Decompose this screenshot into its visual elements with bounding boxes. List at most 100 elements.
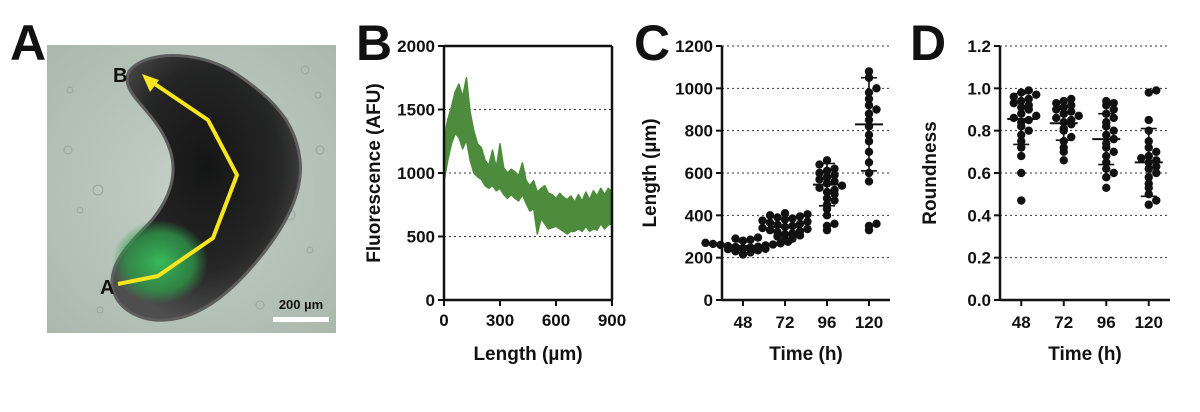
data-point — [1144, 200, 1153, 209]
data-point — [1059, 137, 1068, 146]
data-point — [795, 212, 805, 221]
measurement-path — [117, 76, 239, 286]
data-point — [1009, 113, 1018, 123]
y-tick-label: 1500 — [397, 101, 435, 120]
data-point — [795, 219, 805, 228]
y-tick-label: 200 — [685, 249, 713, 268]
data-point — [773, 213, 782, 222]
panel-letter-c: C — [634, 15, 670, 71]
x-tick-label: 96 — [1097, 313, 1116, 332]
data-point — [1102, 96, 1111, 106]
y-tick-label: 0.4 — [967, 206, 991, 225]
data-point — [1024, 115, 1033, 125]
data-point — [1017, 151, 1026, 161]
data-point — [1152, 86, 1161, 95]
data-point — [830, 196, 839, 205]
data-point — [731, 234, 740, 243]
data-point — [1059, 143, 1068, 152]
data-point — [815, 160, 824, 169]
data-point — [1067, 94, 1076, 104]
data-point — [872, 84, 881, 93]
x-tick-label: 48 — [734, 313, 753, 332]
fluorescent-region — [112, 220, 208, 304]
data-point — [780, 209, 790, 218]
data-point — [753, 233, 763, 242]
data-point — [803, 224, 812, 234]
y-tick-label: 0.6 — [967, 164, 991, 183]
scale-bar-label: 200 µm — [279, 297, 323, 312]
data-point — [803, 210, 812, 219]
x-tick-label: 120 — [1135, 313, 1163, 332]
data-point — [765, 218, 775, 227]
data-point — [1067, 132, 1076, 142]
x-tick-label: 120 — [855, 313, 883, 332]
data-point — [773, 228, 782, 237]
data-point — [864, 221, 874, 231]
data-point — [872, 105, 881, 114]
data-point — [1102, 183, 1111, 193]
data-point — [1024, 86, 1033, 95]
data-point — [1024, 101, 1033, 110]
data-point — [1152, 162, 1161, 171]
panel-letter-b: B — [356, 15, 392, 71]
x-tick-label: 48 — [1012, 313, 1031, 332]
y-tick-label: 1000 — [397, 164, 435, 183]
panel-c: C 0 200 400 600 800 1000 1200 48 72 96 120 Time (h)… — [634, 15, 890, 365]
data-point — [1009, 92, 1018, 102]
y-axis-title: Length (µm) — [640, 118, 661, 227]
data-point — [1144, 115, 1153, 125]
x-tick-label: 0 — [439, 311, 448, 330]
data-point — [731, 242, 740, 252]
data-point — [815, 168, 824, 178]
panel-letter-d: D — [910, 15, 946, 71]
micrograph: A B 200 µm — [47, 45, 336, 333]
data-point — [765, 225, 775, 235]
panel-d: D 0.0 0.2 0.4 0.6 0.8 1.0 1.2 48 72 96 120 Time (h)… — [910, 15, 1170, 365]
data-point — [1109, 98, 1118, 108]
x-tick-label: 72 — [1054, 313, 1073, 332]
data-point — [768, 240, 778, 249]
x-tick-label: 300 — [486, 311, 514, 330]
data-point — [758, 216, 767, 225]
data-point — [1032, 90, 1041, 99]
data-point — [1152, 147, 1161, 157]
data-point — [1017, 88, 1026, 97]
data-point — [1109, 168, 1118, 178]
data-point — [788, 229, 797, 238]
y-tick-label: 800 — [685, 122, 713, 141]
data-point — [746, 235, 755, 244]
y-tick-label: 1000 — [675, 79, 713, 98]
scale-bar — [273, 317, 329, 322]
data-point — [1067, 115, 1076, 125]
y-axis-title: Fluorescence (AFU) — [364, 83, 385, 262]
y-tick-label: 600 — [685, 164, 713, 183]
data-point — [872, 219, 881, 228]
y-tick-label: 0.8 — [967, 122, 991, 141]
data-point — [708, 239, 718, 249]
data-point — [753, 242, 763, 251]
data-point — [822, 211, 832, 220]
x-axis-title: Time (h) — [769, 344, 843, 365]
data-point — [830, 170, 839, 180]
y-tick-label: 0.2 — [967, 249, 991, 268]
data-point — [1109, 147, 1118, 157]
data-point — [738, 236, 748, 245]
data-point — [1052, 105, 1061, 114]
y-tick-label: 2000 — [397, 37, 435, 56]
data-point — [1109, 126, 1118, 135]
data-point — [1137, 153, 1146, 163]
arrow-head-icon — [142, 74, 159, 92]
data-point — [815, 175, 824, 184]
data-point — [1017, 143, 1026, 152]
path-end-label: B — [113, 65, 127, 87]
y-tick-label: 1.0 — [967, 79, 991, 98]
data-point — [1059, 156, 1068, 165]
data-point — [1144, 88, 1153, 97]
data-point — [761, 241, 770, 250]
data-point — [701, 238, 710, 248]
data-point — [1009, 98, 1018, 108]
panel-letter-a: A — [10, 15, 46, 71]
x-tick-label: 72 — [776, 313, 795, 332]
fluorescence-band — [443, 77, 613, 235]
